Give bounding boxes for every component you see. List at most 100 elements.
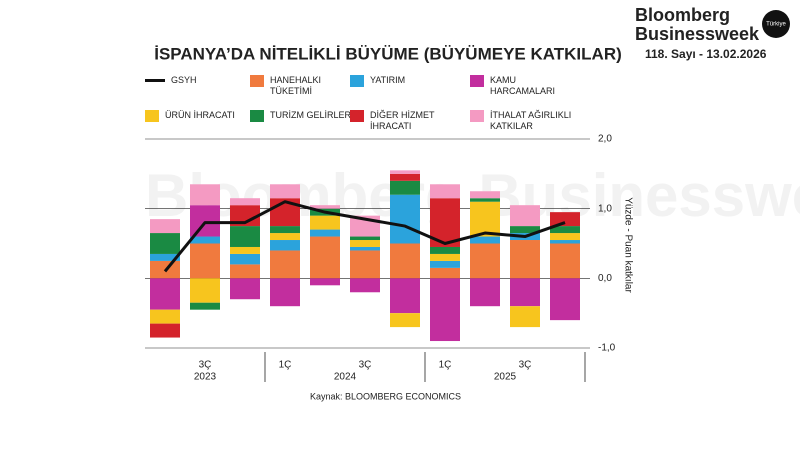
bar-segment	[510, 240, 540, 279]
bar-segment	[270, 233, 300, 241]
bar-segment	[510, 205, 540, 227]
x-tick-label: 1Ç	[439, 360, 452, 371]
bar-segment	[550, 240, 580, 244]
bar-segment	[270, 250, 300, 279]
bar-segment	[230, 246, 260, 254]
bar-segment	[350, 236, 380, 241]
x-tick-label: 3Ç	[359, 360, 372, 371]
bar-segment	[230, 264, 260, 279]
bar-segment	[230, 205, 260, 227]
bar-segment	[230, 253, 260, 265]
bar-segment	[390, 243, 420, 279]
x-tick-label: 3Ç	[519, 360, 532, 371]
bar-segment	[390, 180, 420, 195]
bar-segment	[510, 306, 540, 328]
bar-segment	[150, 219, 180, 234]
legend-item: TURİZM GELİRLERİ	[250, 110, 360, 122]
bar-segment	[470, 243, 500, 279]
gdp-line	[163, 200, 566, 273]
bar-segment	[430, 184, 460, 199]
bar-segment	[390, 194, 420, 244]
legend-item: KAMU HARCAMALARI	[470, 75, 580, 97]
year-label: 2023	[194, 372, 217, 383]
bar-segment	[230, 198, 260, 206]
bar-segment	[270, 240, 300, 251]
bar-segment	[430, 278, 460, 342]
bar-segment	[190, 205, 220, 237]
bar-segment	[190, 302, 220, 310]
source: Kaynak: BLOOMBERG ECONOMICS	[310, 391, 461, 401]
bar-segment	[550, 226, 580, 234]
bar-segment	[350, 246, 380, 251]
legend-item: YATIRIM	[350, 75, 460, 87]
legend-swatch	[470, 110, 484, 122]
bar-segment	[550, 233, 580, 241]
bar-segment	[390, 173, 420, 181]
bar-segment	[390, 170, 420, 174]
legend-label: GSYH	[171, 75, 197, 85]
brand: Bloomberg	[635, 5, 730, 25]
bar-segment	[350, 278, 380, 293]
year-label: 2024	[334, 372, 357, 383]
bar-segment	[430, 260, 460, 268]
chart-title: İSPANYA’DA NİTELİKLİ BÜYÜME (BÜYÜMEYE KA…	[154, 44, 622, 63]
y-axis-title: Yüzde - Puan katkılar	[622, 197, 633, 293]
bar-segment	[190, 278, 220, 303]
y-tick-label: 2,0	[598, 134, 612, 145]
bar-segment	[470, 191, 500, 199]
x-tick-label: 3Ç	[199, 360, 212, 371]
legend-swatch	[250, 75, 264, 87]
legend-swatch	[350, 110, 364, 122]
bar-segment	[190, 236, 220, 244]
bar-segment	[310, 278, 340, 286]
bar-segment	[470, 201, 500, 237]
y-tick-label: 0,0	[598, 273, 612, 284]
legend-swatch	[470, 75, 484, 87]
bar-segment	[150, 233, 180, 254]
bar-segment	[270, 184, 300, 199]
legend-item: DİĞER HİZMET İHRACATI	[350, 110, 460, 132]
bar-segment	[230, 226, 260, 247]
bar-segment	[310, 215, 340, 230]
bar-segment	[150, 253, 180, 261]
issue: 118. Sayı - 13.02.2026	[645, 47, 767, 61]
y-tick-label: 1,0	[598, 203, 612, 214]
legend-item: GSYH	[145, 75, 261, 86]
bar-segment	[510, 226, 540, 234]
legend-swatch	[250, 110, 264, 122]
bar-segment	[390, 313, 420, 328]
bar-segment	[310, 229, 340, 237]
brand: Businessweek	[635, 24, 760, 44]
legend-label: İTHALAT AĞIRLIKLI KATKILAR	[490, 110, 572, 131]
legend-label: TURİZM GELİRLERİ	[270, 110, 354, 120]
bar-segment	[470, 236, 500, 244]
legend-label: KAMU HARCAMALARI	[490, 75, 556, 96]
bar-segment	[150, 278, 180, 310]
bar-segment	[430, 267, 460, 279]
legend-label: YATIRIM	[370, 75, 406, 85]
bar-segment	[270, 278, 300, 307]
bar-segment	[190, 243, 220, 279]
edition-badge	[762, 10, 790, 38]
legend-label: ÜRÜN İHRACATI	[165, 110, 235, 120]
bar-segment	[390, 278, 420, 314]
legend-label: DİĞER HİZMET İHRACATI	[370, 110, 435, 131]
bar-segment	[310, 205, 340, 209]
bar-segment	[550, 278, 580, 321]
legend-item: İTHALAT AĞIRLIKLI KATKILAR	[470, 110, 580, 132]
bar-segment	[550, 212, 580, 227]
legend-swatch	[350, 75, 364, 87]
legend-label: HANEHALKI TÜKETİMİ	[270, 75, 322, 96]
legend-item: HANEHALKI TÜKETİMİ	[250, 75, 360, 97]
bar-segment	[190, 184, 220, 206]
legend-swatch	[145, 79, 165, 82]
legend-swatch	[145, 110, 159, 122]
bar-segment	[470, 198, 500, 202]
legend-item: ÜRÜN İHRACATI	[145, 110, 255, 122]
x-tick-label: 1Ç	[279, 360, 292, 371]
bar-segment	[270, 226, 300, 234]
bar-segment	[510, 278, 540, 307]
bar-segment	[470, 278, 500, 307]
edition: Türkiye	[766, 22, 786, 28]
bar-segment	[430, 246, 460, 254]
